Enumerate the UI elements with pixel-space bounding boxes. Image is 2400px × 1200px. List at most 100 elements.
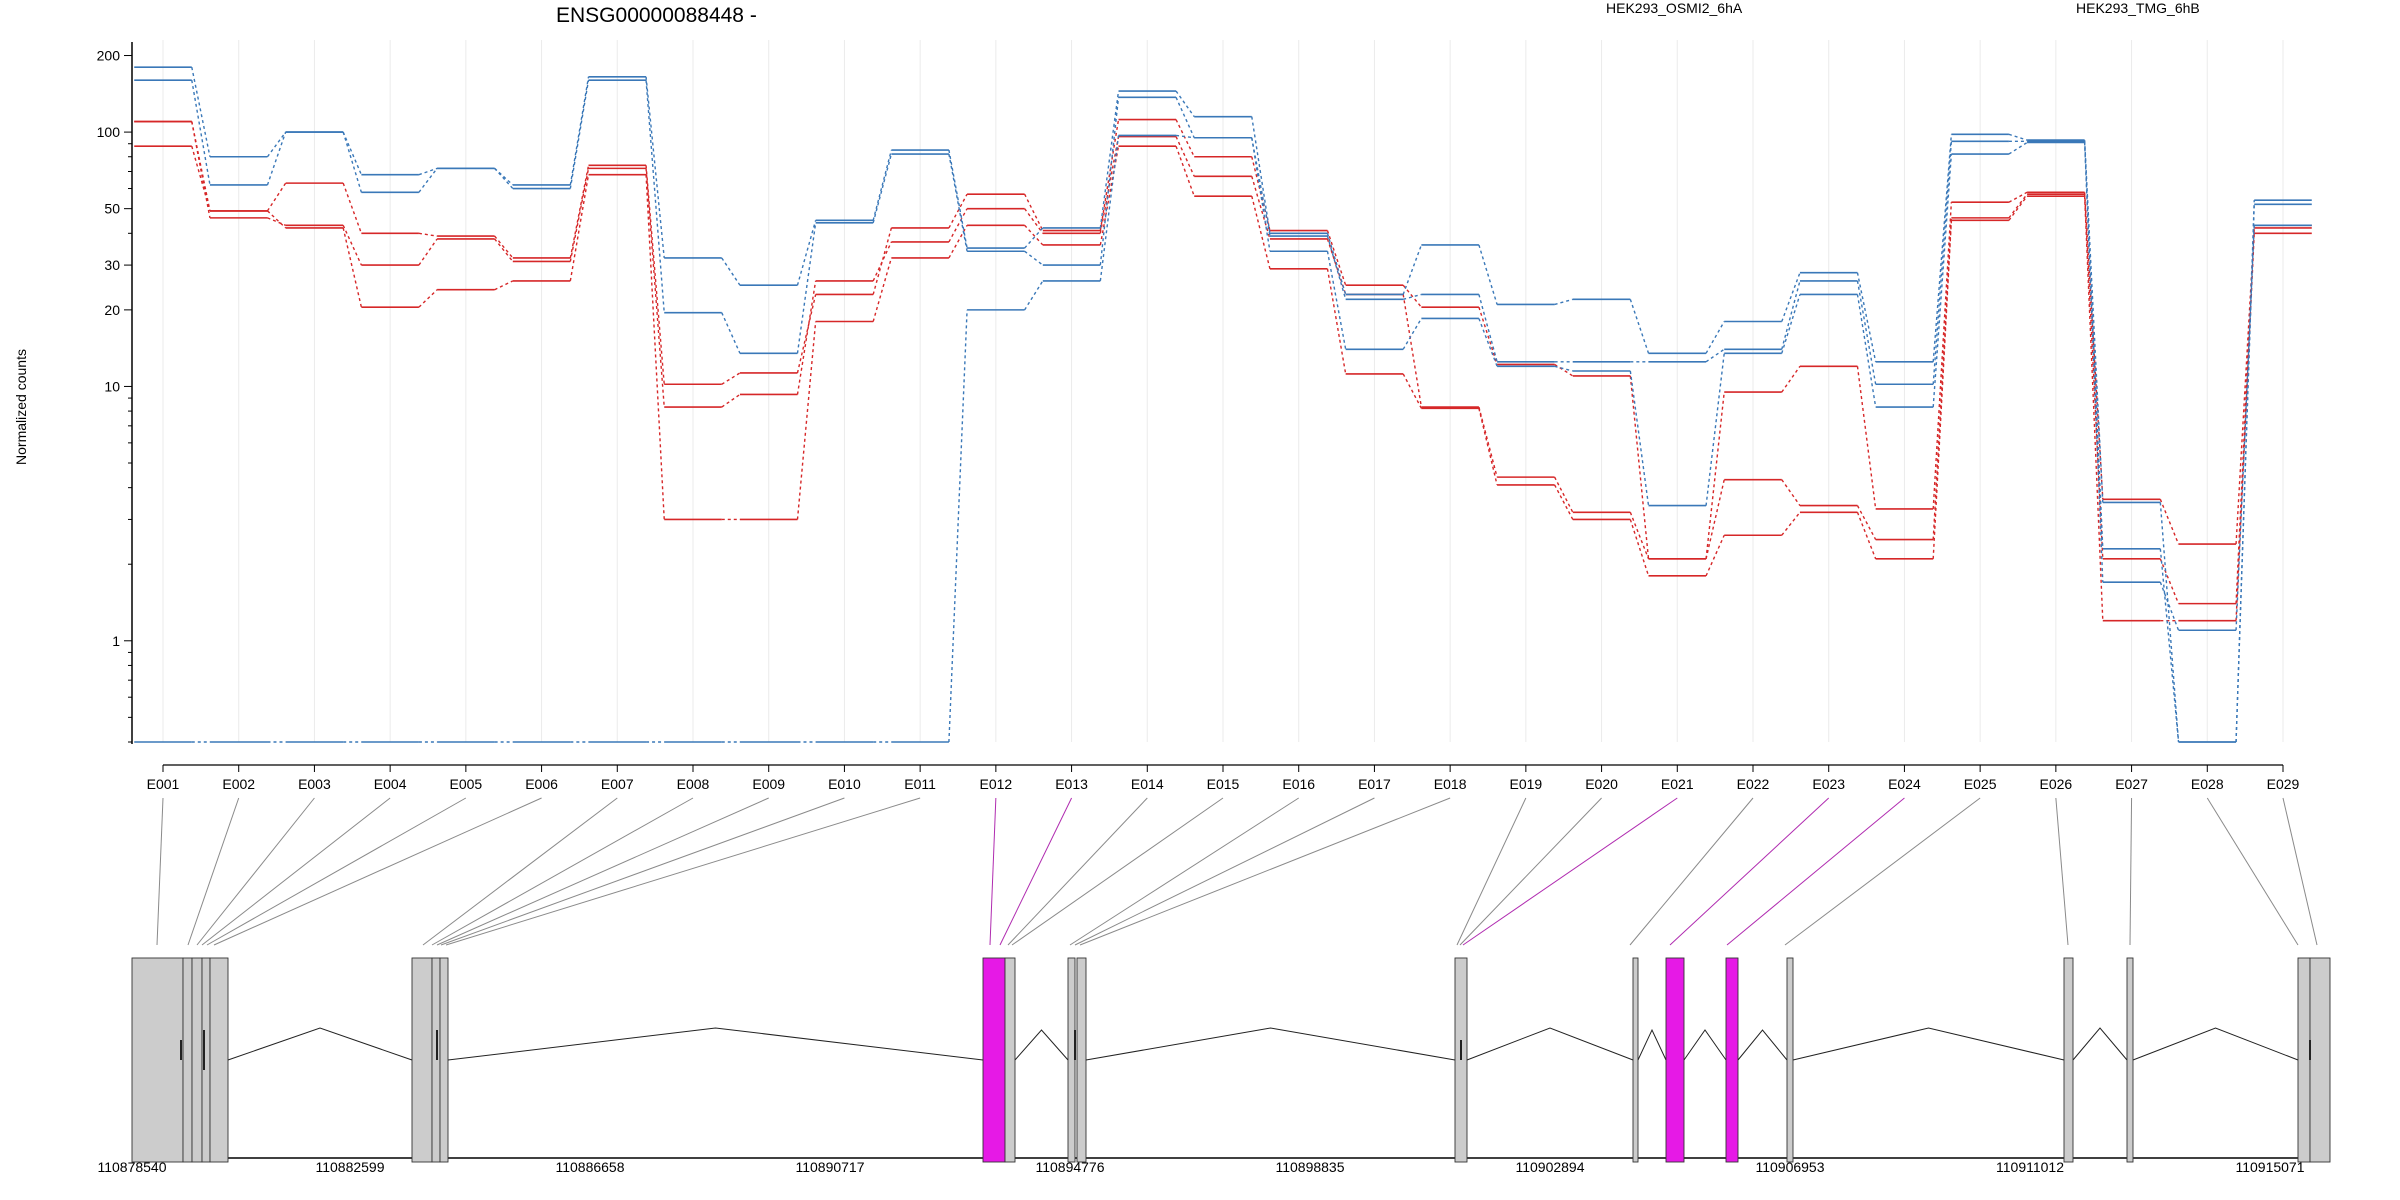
exon-connector-line bbox=[721, 312, 741, 354]
intron-line bbox=[1014, 1029, 1069, 1061]
exon-connector-line bbox=[1024, 193, 1044, 231]
coordinate-tick-label: 110906953 bbox=[1755, 1159, 1824, 1175]
exon-label: E010 bbox=[828, 776, 861, 792]
exon-label: E029 bbox=[2267, 776, 2300, 792]
exon-connector-line bbox=[418, 289, 438, 308]
exon-connector-line bbox=[1024, 208, 1044, 234]
exon-connector-line bbox=[2083, 196, 2104, 621]
exon-connector-line bbox=[1251, 116, 1271, 234]
exon-label: E027 bbox=[2115, 776, 2148, 792]
exon-mapping-line bbox=[1069, 797, 1299, 946]
exon-connector-line bbox=[796, 294, 817, 374]
exon-box bbox=[2309, 957, 2331, 1163]
exon-connector-line bbox=[2008, 193, 2028, 219]
exon-connector-line bbox=[1402, 294, 1423, 408]
intron-line bbox=[1466, 1027, 1634, 1061]
exon-connector-line bbox=[1554, 298, 1573, 306]
exon-box bbox=[131, 957, 184, 1163]
exon-connector-line bbox=[494, 280, 514, 291]
exon-label: E015 bbox=[1207, 776, 1240, 792]
exon-mapping-line-highlighted bbox=[1726, 797, 1905, 946]
exon-connector-line bbox=[569, 168, 590, 262]
y-tick-label: 30 bbox=[104, 257, 120, 273]
exon-connector-line bbox=[1554, 363, 1574, 377]
series-5 bbox=[134, 134, 2312, 743]
exon-connector-line bbox=[1932, 153, 1953, 408]
exon-label: E013 bbox=[1055, 776, 1088, 792]
exon-connector-line bbox=[342, 225, 363, 266]
legend-label-osmi2: HEK293_OSMI2_6hA bbox=[1606, 0, 1743, 16]
exon-connector-line bbox=[266, 131, 287, 158]
exon-mapping-line-highlighted bbox=[989, 797, 997, 946]
exon-connector-line bbox=[721, 372, 741, 385]
exon-label: E005 bbox=[450, 776, 483, 792]
coordinate-tick-label: 110915071 bbox=[2235, 1159, 2304, 1175]
exon-mapping-line bbox=[1459, 797, 1602, 946]
exon-connector-line bbox=[645, 165, 665, 385]
exon-connector-line bbox=[2008, 141, 2028, 155]
exon-connector-line bbox=[342, 131, 363, 193]
exon-mapping-line bbox=[436, 797, 769, 946]
exon-connector-line bbox=[1478, 294, 1498, 362]
exon-connector-line bbox=[569, 174, 590, 282]
exon-connector-line bbox=[191, 67, 211, 157]
exon-box bbox=[1067, 957, 1076, 1163]
exon-connector-line bbox=[1629, 512, 1650, 560]
exon-box bbox=[209, 957, 229, 1163]
exon-connector-line bbox=[342, 227, 363, 308]
exon-box bbox=[191, 957, 203, 1163]
exon-connector-line bbox=[1402, 244, 1423, 295]
exon-mapping-line bbox=[1007, 797, 1148, 946]
exon-box bbox=[1632, 957, 1639, 1163]
exon-connector-line bbox=[796, 280, 817, 395]
exon-box bbox=[182, 957, 193, 1163]
y-tick-label: 100 bbox=[97, 124, 121, 140]
y-tick-label: 50 bbox=[104, 201, 120, 217]
exon-connector-line bbox=[948, 309, 968, 743]
exon-box bbox=[1786, 957, 1794, 1163]
exon-connector-line bbox=[1099, 135, 1120, 281]
exon-label: E011 bbox=[904, 776, 936, 792]
exon-connector-line bbox=[2159, 581, 2180, 631]
exon-connector-line bbox=[494, 238, 514, 262]
exon-connector-line bbox=[2235, 227, 2255, 545]
exon-connector-line bbox=[1856, 294, 1877, 408]
exon-connector-line bbox=[1629, 370, 1650, 506]
exon-mapping-line bbox=[1456, 797, 1527, 946]
exon-mapping-line bbox=[445, 797, 921, 946]
intron-line bbox=[2132, 1027, 2299, 1061]
coordinate-tick-label: 110890717 bbox=[795, 1159, 864, 1175]
exon-connector-line bbox=[721, 257, 741, 286]
exon-label: E023 bbox=[1812, 776, 1845, 792]
chart-title: ENSG00000088448 - bbox=[556, 4, 757, 27]
exon-mapping-line bbox=[422, 797, 618, 946]
y-tick-label: 10 bbox=[104, 378, 120, 394]
exon-connector-line bbox=[266, 131, 287, 186]
exon-box bbox=[439, 957, 449, 1163]
coordinate-tick-label: 110882599 bbox=[315, 1159, 384, 1175]
intron-line bbox=[227, 1027, 413, 1061]
exon-connector-line bbox=[1554, 476, 1574, 513]
coordinate-tick-label: 110902894 bbox=[1515, 1159, 1584, 1175]
exon-connector-line bbox=[1251, 195, 1271, 270]
exon-mapping-line bbox=[2055, 797, 2069, 946]
exon-label: E017 bbox=[1358, 776, 1391, 792]
exon-connector-line bbox=[796, 220, 817, 286]
exon-mapping-line-highlighted bbox=[1462, 797, 1678, 946]
exon-connector-line bbox=[1781, 294, 1801, 354]
intron-line bbox=[1737, 1029, 1788, 1061]
exon-mapping-line bbox=[1079, 797, 1451, 946]
intron-line bbox=[1085, 1027, 1456, 1061]
exon-connector-line bbox=[494, 167, 514, 189]
exon-connector-line bbox=[1629, 375, 1650, 559]
exon-connector-line bbox=[1705, 392, 1725, 559]
exon-box bbox=[1004, 957, 1016, 1163]
exon-connector-line bbox=[1932, 141, 1953, 385]
exon-connector-line bbox=[1932, 220, 1953, 559]
exon-box bbox=[2063, 957, 2074, 1163]
exon-connector-line bbox=[1478, 244, 1498, 305]
exon-label: E008 bbox=[677, 776, 710, 792]
exon-mapping-line bbox=[1629, 797, 1754, 946]
exon-connector-line bbox=[418, 232, 438, 237]
exon-connector-line bbox=[1705, 479, 1725, 559]
